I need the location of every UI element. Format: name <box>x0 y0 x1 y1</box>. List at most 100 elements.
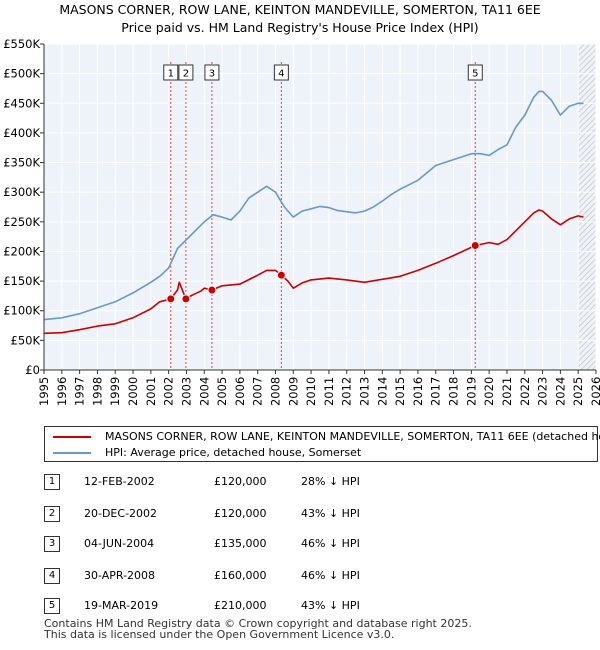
x-tick-label: 2000 <box>126 377 140 406</box>
chart-title-line1: MASONS CORNER, ROW LANE, KEINTON MANDEVI… <box>59 2 541 17</box>
footer-copyright: Contains HM Land Registry data © Crown c… <box>44 617 472 630</box>
footer: Contains HM Land Registry data © Crown c… <box>44 618 472 640</box>
sale-row: 3 04-JUN-2004 £135,000 46% ↓ HPI <box>44 534 424 554</box>
x-tick-label: 2008 <box>268 377 282 406</box>
sale-hpi-diff: 28% ↓ HPI <box>301 475 360 488</box>
y-tick-label: £250K <box>3 215 40 229</box>
sale-date: 04-JUN-2004 <box>84 537 155 550</box>
x-tick-label: 1995 <box>37 377 51 406</box>
sale-marker-label: 1 <box>168 69 174 80</box>
sale-date: 20-DEC-2002 <box>84 507 158 520</box>
x-tick-label: 2005 <box>215 377 229 406</box>
y-tick-label: £500K <box>3 67 40 81</box>
sale-date: 30-APR-2008 <box>84 569 156 582</box>
x-tick-label: 2007 <box>251 377 265 406</box>
sale-price: £160,000 <box>214 569 267 582</box>
price-chart: 1 2 3 4 5 £0 £50K £100K £150K £200K £250K £300K £350… <box>3 37 600 406</box>
y-tick-label: £200K <box>3 244 40 258</box>
sale-point <box>276 270 286 280</box>
y-tick-label: £150K <box>3 274 40 288</box>
x-tick-label: 2001 <box>144 377 158 406</box>
x-tick-label: 1997 <box>73 377 87 406</box>
sale-price: £120,000 <box>214 475 267 488</box>
sale-date: 12-FEB-2002 <box>84 475 155 488</box>
sale-marker-label: 3 <box>209 69 215 80</box>
x-tick-label: 1996 <box>55 377 69 406</box>
chart-title-line2: Price paid vs. HM Land Registry's House … <box>121 20 479 35</box>
x-tick-label: 2022 <box>518 377 532 406</box>
sale-number-badge: 4 <box>44 568 60 584</box>
x-tick-label: 2023 <box>536 377 550 406</box>
x-tick-label: 2020 <box>482 377 496 406</box>
forecast-hatch-region <box>578 44 596 370</box>
hpi-line <box>43 90 584 321</box>
x-tick-label: 2006 <box>233 377 247 406</box>
x-tick-label: 2009 <box>286 377 300 406</box>
legend-swatch-property <box>53 436 91 438</box>
x-tick-label: 2019 <box>464 377 478 406</box>
sale-date: 19-MAR-2019 <box>84 599 159 612</box>
x-tick-label: 2002 <box>162 377 176 406</box>
sale-price: £210,000 <box>214 599 267 612</box>
sale-number-badge: 2 <box>44 506 60 522</box>
x-tick-label: 2026 <box>589 377 600 406</box>
sale-number-badge: 3 <box>44 536 60 552</box>
y-tick-label: £50K <box>11 333 41 347</box>
sale-point <box>181 294 191 304</box>
x-tick-label: 2012 <box>340 377 354 406</box>
y-tick-label: £400K <box>3 126 40 140</box>
chart-title: MASONS CORNER, ROW LANE, KEINTON MANDEVI… <box>0 1 600 37</box>
sale-marker-label: 2 <box>183 69 189 80</box>
x-tick-label: 2010 <box>304 377 318 406</box>
sale-row: 4 30-APR-2008 £160,000 46% ↓ HPI <box>44 566 424 586</box>
x-tick-label: 1999 <box>108 377 122 406</box>
x-tick-label: 2003 <box>179 377 193 406</box>
y-tick-label: £550K <box>3 37 40 51</box>
sale-marker-label: 4 <box>278 69 284 80</box>
sale-point <box>470 241 480 251</box>
y-tick-label: £300K <box>3 185 40 199</box>
sale-point <box>207 285 217 295</box>
y-tick-label: £100K <box>3 304 40 318</box>
sale-hpi-diff: 46% ↓ HPI <box>301 569 360 582</box>
footer-licence: This data is licensed under the Open Gov… <box>44 628 395 641</box>
x-tick-label: 2017 <box>429 377 443 406</box>
sale-row: 5 19-MAR-2019 £210,000 43% ↓ HPI <box>44 596 424 616</box>
sale-number-badge: 5 <box>44 598 60 614</box>
legend-item-hpi: HPI: Average price, detached house, Some… <box>53 445 361 461</box>
x-tick-label: 2018 <box>447 377 461 406</box>
y-tick-label: £0 <box>25 363 40 377</box>
sale-marker-box <box>467 64 483 81</box>
legend-item-property: MASONS CORNER, ROW LANE, KEINTON MANDEVI… <box>53 429 600 445</box>
sale-row: 1 12-FEB-2002 £120,000 28% ↓ HPI <box>44 472 424 492</box>
sale-marker-box <box>178 64 194 81</box>
x-tick-label: 2016 <box>411 377 425 406</box>
x-tick-label: 2025 <box>571 377 585 406</box>
sale-marker-label: 5 <box>472 69 478 80</box>
chart-legend: MASONS CORNER, ROW LANE, KEINTON MANDEVI… <box>44 426 600 462</box>
x-tick-label: 1998 <box>90 377 104 406</box>
sale-number-badge: 1 <box>44 474 60 490</box>
x-tick-label: 2013 <box>358 377 372 406</box>
x-tick-label: 2021 <box>500 377 514 406</box>
sale-marker-box <box>204 64 220 81</box>
sale-price: £135,000 <box>214 537 267 550</box>
sale-hpi-diff: 46% ↓ HPI <box>301 537 360 550</box>
y-tick-label: £450K <box>3 96 40 110</box>
x-tick-label: 2004 <box>197 377 211 406</box>
legend-label-property: MASONS CORNER, ROW LANE, KEINTON MANDEVI… <box>105 430 600 443</box>
legend-swatch-hpi <box>53 452 91 454</box>
sale-price: £120,000 <box>214 507 267 520</box>
sale-hpi-diff: 43% ↓ HPI <box>301 507 360 520</box>
x-tick-label: 2015 <box>393 377 407 406</box>
sale-row: 2 20-DEC-2002 £120,000 43% ↓ HPI <box>44 504 424 524</box>
x-tick-label: 2014 <box>375 377 389 406</box>
sale-hpi-diff: 43% ↓ HPI <box>301 599 360 612</box>
legend-label-hpi: HPI: Average price, detached house, Some… <box>105 446 362 459</box>
sale-marker-box <box>163 64 179 81</box>
sale-point <box>166 294 176 304</box>
y-tick-label: £350K <box>3 156 40 170</box>
x-tick-label: 2011 <box>322 377 336 406</box>
x-tick-label: 2024 <box>553 377 567 406</box>
sale-marker-box <box>273 64 289 81</box>
